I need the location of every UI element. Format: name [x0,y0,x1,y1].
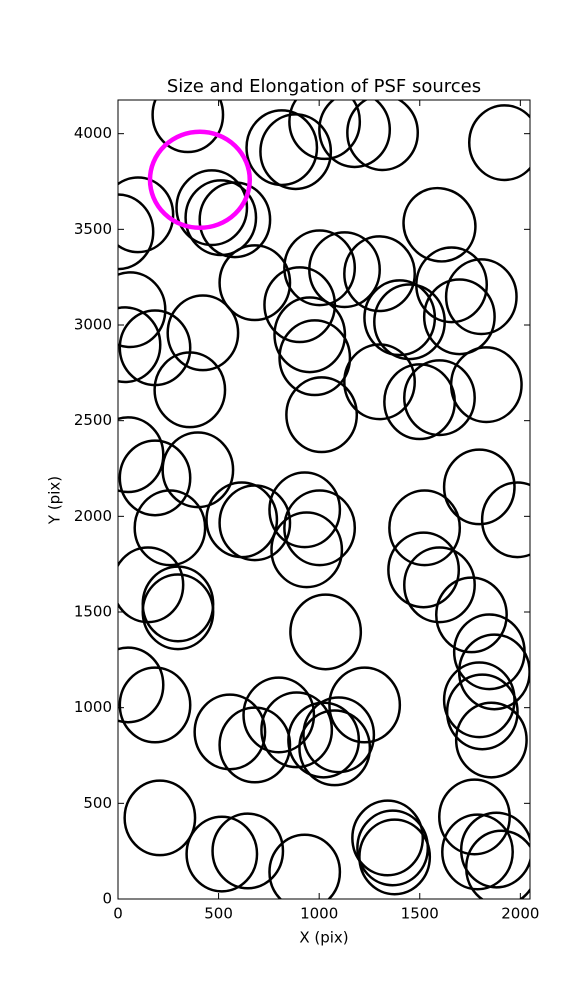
y-tick-label: 2500 [74,411,112,429]
y-tick-label: 0 [102,890,112,908]
y-tick-label: 500 [83,794,112,812]
psf-ellipse [141,573,215,651]
psf-ellipse [388,489,462,567]
psf-ellipse [403,546,476,624]
highlight-ellipse [147,129,253,231]
psf-ellipse [205,481,279,559]
y-tick-label: 3000 [74,316,112,334]
psf-ellipse [273,296,347,374]
plot-frame [117,99,531,900]
psf-ellipse [211,812,285,890]
psf-ellipse [438,778,511,856]
psf-ellipse [118,416,165,494]
psf-ellipse [318,100,392,169]
y-tick-label: 3500 [74,220,112,238]
psf-ellipse [118,666,192,744]
psf-ellipse [449,346,523,424]
psf-ellipse [343,235,416,313]
psf-ellipse [445,673,519,751]
psf-ellipse [287,701,361,779]
psf-ellipse [403,359,476,437]
psf-ellipse [464,829,530,899]
psf-ellipse [343,343,416,421]
psf-ellipse [118,306,162,384]
psf-ellipse [468,104,530,182]
psf-ellipse [118,176,175,254]
psf-ellipse [441,813,514,891]
x-tick-label: 1000 [300,905,338,923]
psf-ellipse [268,833,342,899]
x-tick-label: 0 [113,905,123,923]
psf-ellipse [151,100,225,154]
psf-ellipse [161,431,235,509]
psf-ellipse [198,181,272,259]
psf-ellipse [166,294,240,372]
psf-ellipse [185,815,259,893]
plot-area [118,100,530,899]
psf-ellipse [480,481,530,559]
psf-ellipse [288,100,362,161]
psf-ellipse [442,448,516,526]
psf-ellipse [328,666,402,744]
psf-ellipse [285,376,359,454]
psf-ellipse [118,646,165,724]
chart-title: Size and Elongation of PSF sources [167,76,481,97]
psf-ellipse [268,471,342,549]
psf-ellipse [302,696,376,774]
y-tick-label: 1000 [74,698,112,716]
y-tick-label: 4000 [74,124,112,142]
psf-ellipse [363,279,437,357]
psf-ellipse [346,100,419,172]
psf-ellipse [283,489,357,567]
psf-ellipse [193,693,267,771]
psf-ellipse [435,576,508,654]
psf-ellipse [218,244,292,322]
y-tick-label: 2000 [74,507,112,525]
psf-ellipse [459,811,530,889]
x-axis-label: X (pix) [299,929,348,947]
psf-ellipse [373,283,446,361]
psf-ellipse [218,484,292,562]
psf-ellipse [133,489,207,567]
psf-ellipse [118,193,155,271]
psf-ellipse [118,271,167,349]
psf-ellipse [351,799,425,877]
psf-ellipse [402,186,477,263]
psf-ellipse [278,319,352,397]
psf-ellipse [298,709,372,787]
psf-ellipse [123,779,197,857]
psf-ellipse [283,229,357,307]
psf-ellipse [444,258,518,336]
x-tick-label: 1500 [401,905,439,923]
y-axis-label: Y (pix) [46,476,64,525]
psf-ellipse [387,531,461,609]
psf-ellipse [118,439,192,517]
psf-ellipse [270,511,344,589]
psf-ellipse [242,676,316,754]
psf-ellipse [218,706,292,784]
psf-ellipse [263,266,337,344]
psf-ellipse [153,351,227,429]
psf-ellipse [454,701,528,779]
psf-ellipse [422,278,496,356]
psf-ellipse [175,169,249,247]
x-tick-label: 2000 [501,905,539,923]
psf-ellipse [358,818,432,896]
psf-ellipse [289,593,363,671]
y-tick-label: 1500 [74,603,112,621]
psf-ellipse [259,113,333,191]
x-tick-label: 500 [204,905,233,923]
psf-ellipse [260,691,334,769]
psf-ellipse [245,109,319,187]
